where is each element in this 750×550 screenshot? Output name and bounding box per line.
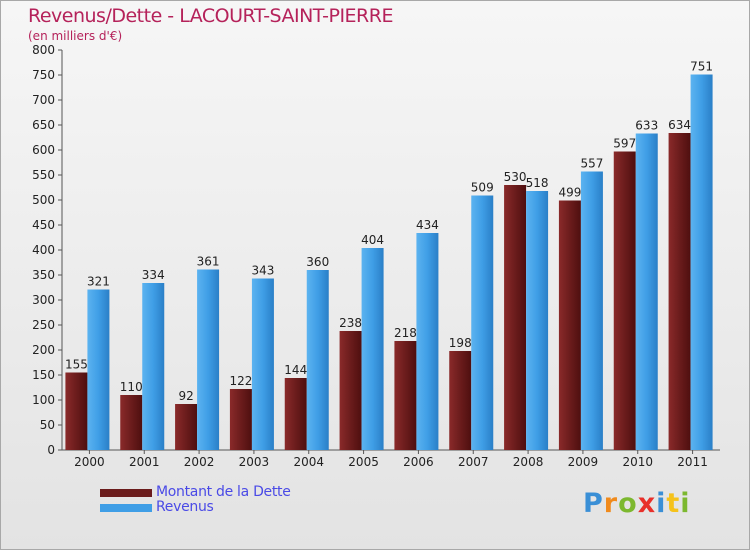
bar-revenus (416, 233, 439, 450)
axes: 0 50 100 150 200 250 300 350 400 450 500 550 600 650 7… (32, 43, 720, 469)
value-label-dette: 218 (394, 326, 417, 340)
y-tick-label: 700 (32, 93, 55, 107)
value-label-revenus: 557 (580, 157, 603, 171)
x-tick-label: 2006 (403, 455, 434, 469)
y-tick-label: 450 (32, 218, 55, 232)
bar-revenus (197, 269, 220, 450)
y-tick-label: 750 (32, 68, 55, 82)
y-tick-label: 100 (32, 393, 55, 407)
x-tick-label: 2004 (293, 455, 324, 469)
legend-label-dette: Montant de la Dette (156, 484, 291, 500)
value-label-dette: 92 (178, 389, 193, 403)
bar-revenus (361, 248, 384, 450)
bar-revenus (306, 270, 329, 450)
value-label-dette: 634 (668, 118, 691, 132)
bar-dette (668, 133, 691, 450)
x-tick-label: 2007 (458, 455, 489, 469)
value-label-dette: 122 (229, 374, 252, 388)
bar-dette (120, 395, 143, 450)
x-tick-label: 2001 (129, 455, 160, 469)
value-label-revenus: 361 (197, 255, 220, 269)
value-label-dette: 238 (339, 316, 362, 330)
x-tick-label: 2010 (622, 455, 653, 469)
y-tick-label: 250 (32, 318, 55, 332)
value-label-revenus: 404 (361, 233, 384, 247)
bar-dette (65, 372, 88, 450)
y-tick-label: 550 (32, 168, 55, 182)
value-label-revenus: 509 (471, 181, 494, 195)
legend-swatch-revenus (100, 504, 152, 512)
value-label-revenus: 360 (306, 255, 329, 269)
legend-swatch-dette (100, 489, 152, 497)
value-label-revenus: 321 (87, 275, 110, 289)
logo-letter: i (680, 488, 691, 519)
y-tick-label: 50 (40, 418, 55, 432)
bar-revenus (87, 289, 110, 450)
x-tick-label: 2009 (568, 455, 599, 469)
value-label-dette: 155 (65, 358, 88, 372)
x-tick-label: 2005 (348, 455, 379, 469)
chart-title: Revenus/Dette - LACOURT-SAINT-PIERRE (28, 5, 393, 27)
y-tick-label: 200 (32, 343, 55, 357)
value-label-revenus: 434 (416, 218, 439, 232)
y-tick-label: 800 (32, 43, 55, 57)
value-label-revenus: 633 (635, 119, 658, 133)
logo-letter: i (656, 488, 667, 519)
bar-dette (339, 331, 362, 450)
bar-revenus (580, 171, 603, 450)
bar-revenus (251, 278, 274, 450)
bar-dette (175, 404, 198, 450)
bar-dette (394, 341, 417, 450)
y-tick-label: 400 (32, 243, 55, 257)
bar-revenus (526, 191, 549, 450)
value-label-dette: 499 (558, 186, 581, 200)
bar-dette (284, 378, 307, 450)
proxiti-logo: Proxiti (583, 488, 691, 519)
bar-dette (229, 389, 252, 450)
value-label-revenus: 343 (251, 264, 274, 278)
bar-dette (449, 351, 472, 450)
y-tick-label: 150 (32, 368, 55, 382)
x-tick-label: 2002 (184, 455, 215, 469)
y-tick-label: 300 (32, 293, 55, 307)
legend-label-revenus: Revenus (156, 499, 214, 515)
value-label-revenus: 518 (526, 176, 549, 190)
bar-revenus (142, 283, 165, 450)
value-label-revenus: 751 (690, 60, 713, 74)
value-label-dette: 198 (449, 336, 472, 350)
y-tick-label: 0 (47, 443, 55, 457)
x-tick-label: 2003 (239, 455, 270, 469)
logo-letter: t (666, 488, 681, 519)
logo-letter: r (603, 488, 619, 519)
logo-letter: P (583, 488, 604, 519)
bar-dette (558, 200, 581, 450)
logo-letter: x (637, 488, 657, 519)
bars (65, 74, 713, 450)
y-tick-label: 600 (32, 143, 55, 157)
x-tick-label: 2000 (74, 455, 105, 469)
bar-revenus (690, 74, 713, 450)
bar-revenus (635, 133, 658, 450)
value-labels: 155 321 110 334 92 361 122 343 144 360 238 404 218 43… (65, 60, 713, 404)
logo-letter: o (618, 488, 638, 519)
x-tick-label: 2011 (677, 455, 708, 469)
value-label-dette: 144 (284, 363, 307, 377)
x-tick-label: 2008 (513, 455, 544, 469)
value-label-dette: 530 (504, 170, 527, 184)
chart-subtitle: (en milliers d'€) (28, 29, 123, 43)
bar-dette (504, 185, 527, 450)
value-label-revenus: 334 (142, 268, 165, 282)
y-tick-label: 350 (32, 268, 55, 282)
value-label-dette: 597 (613, 137, 636, 151)
bar-dette (613, 151, 636, 450)
bar-revenus (471, 195, 494, 450)
y-tick-label: 650 (32, 118, 55, 132)
value-label-dette: 110 (120, 380, 143, 394)
y-tick-label: 500 (32, 193, 55, 207)
